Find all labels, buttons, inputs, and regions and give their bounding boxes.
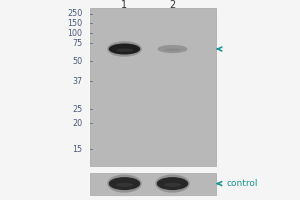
Ellipse shape [109,44,140,54]
Text: 75: 75 [72,38,82,47]
Text: 25: 25 [72,105,82,114]
Ellipse shape [157,177,188,190]
Text: control: control [226,179,258,188]
Text: 2: 2 [169,0,175,10]
Ellipse shape [164,183,181,187]
Bar [90,8,216,166]
Text: 100: 100 [68,28,82,38]
Ellipse shape [107,41,142,57]
Ellipse shape [109,177,140,190]
Text: 1: 1 [122,0,128,10]
Text: 37: 37 [72,76,82,86]
Ellipse shape [155,174,190,193]
Ellipse shape [107,174,142,193]
Text: 250: 250 [67,9,83,19]
Ellipse shape [164,49,181,51]
Ellipse shape [158,45,188,53]
Text: 50: 50 [72,56,82,66]
Ellipse shape [116,183,133,187]
Text: 20: 20 [72,118,82,128]
Bar [90,173,216,195]
Ellipse shape [116,48,133,52]
Text: 15: 15 [72,144,82,154]
Text: 150: 150 [68,19,82,27]
